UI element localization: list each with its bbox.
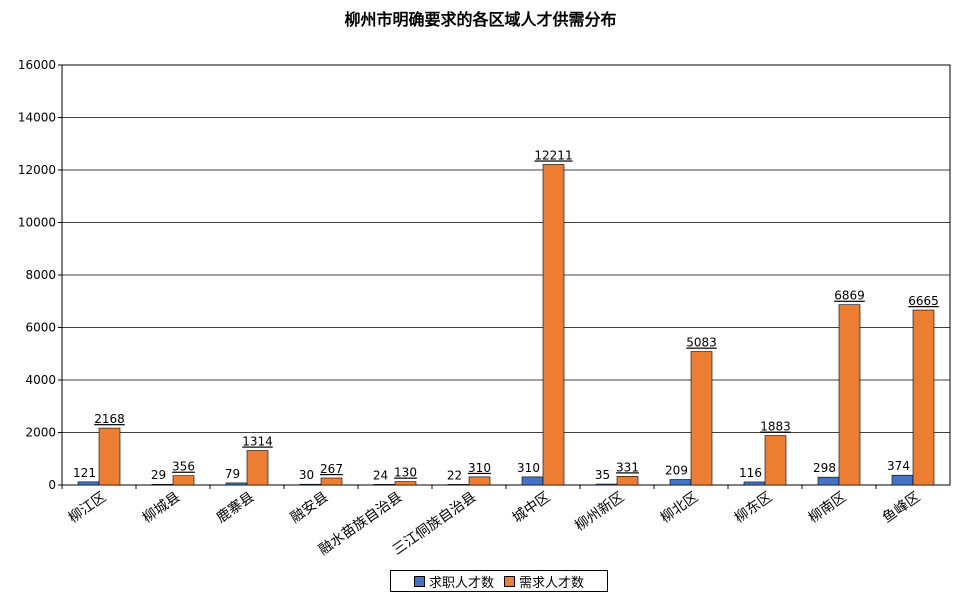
bar-1-7 [616, 476, 639, 486]
data-label-0-5: 22 [447, 468, 462, 482]
bar-0-11 [891, 474, 914, 486]
x-tick-label-10: 柳南区 [805, 488, 849, 526]
bar-0-5 [447, 484, 470, 486]
bar-1-3 [320, 477, 343, 486]
data-label-1-3: 267 [320, 462, 343, 476]
bar-0-7 [595, 483, 618, 486]
legend-item-series-1: 需求人才数 [504, 572, 584, 591]
y-tick-label-5: 10000 [18, 216, 56, 230]
legend: 求职人才数 需求人才数 [390, 570, 608, 592]
data-label-1-10: 6869 [834, 289, 865, 303]
data-label-0-3: 30 [299, 468, 314, 482]
data-label-1-0: 2168 [94, 412, 125, 426]
bar-0-1 [151, 483, 174, 486]
data-label-0-0: 121 [73, 466, 96, 480]
data-label-0-7: 35 [595, 468, 610, 482]
bar-0-3 [299, 483, 322, 486]
y-tick-label-8: 16000 [18, 58, 56, 72]
bar-1-6 [542, 164, 565, 486]
y-tick-label-6: 12000 [18, 163, 56, 177]
y-tick-label-7: 14000 [18, 111, 56, 125]
y-tick-label-0: 0 [48, 478, 56, 492]
bar-0-9 [743, 481, 766, 486]
bar-0-4 [373, 484, 396, 486]
y-tick-label-1: 2000 [25, 426, 56, 440]
data-label-0-8: 209 [665, 464, 688, 478]
bar-0-2 [225, 482, 248, 486]
data-label-1-1: 356 [172, 460, 195, 474]
legend-swatch-series-0 [413, 575, 425, 587]
data-label-0-2: 79 [225, 467, 240, 481]
data-label-0-1: 29 [151, 468, 166, 482]
bar-1-10 [838, 304, 861, 486]
legend-label-series-0: 求职人才数 [428, 575, 494, 591]
y-tick-label-3: 6000 [25, 321, 56, 335]
x-tick-label-2: 鹿寨县 [213, 488, 257, 526]
bar-1-0 [98, 427, 121, 486]
data-label-0-11: 374 [887, 459, 910, 473]
x-tick-label-9: 柳东区 [731, 488, 775, 526]
data-label-0-9: 116 [739, 466, 762, 480]
x-tick-label-8: 柳北区 [657, 488, 701, 526]
legend-item-series-0: 求职人才数 [413, 572, 494, 591]
data-label-1-7: 331 [616, 460, 639, 474]
bar-1-8 [690, 351, 713, 486]
data-label-0-4: 24 [373, 468, 388, 482]
legend-swatch-series-1 [504, 575, 515, 587]
bar-1-5 [468, 476, 491, 486]
data-label-1-11: 6665 [908, 294, 939, 308]
data-label-1-9: 1883 [760, 420, 791, 434]
data-label-1-4: 130 [394, 466, 417, 480]
bar-1-4 [394, 481, 417, 486]
x-tick-label-1: 柳城县 [139, 488, 183, 526]
bar-1-11 [912, 309, 935, 486]
x-tick-label-3: 融安县 [288, 489, 332, 526]
y-tick-label-4: 8000 [25, 268, 56, 282]
data-label-1-2: 1314 [242, 435, 273, 449]
x-tick-label-6: 城中区 [510, 489, 554, 526]
chart-title: 柳州市明确要求的各区域人才供需分布 [344, 10, 617, 29]
data-label-1-5: 310 [468, 461, 491, 475]
y-tick-label-2: 4000 [25, 373, 56, 387]
data-label-0-6: 310 [517, 461, 540, 475]
x-tick-label-7: 柳州新区 [572, 488, 628, 534]
bar-1-2 [246, 450, 269, 486]
bar-1-9 [764, 435, 787, 486]
bar-0-0 [77, 481, 100, 486]
bar-0-10 [817, 476, 840, 486]
bar-1-1 [172, 475, 195, 486]
data-label-1-8: 5083 [686, 336, 717, 350]
data-label-0-10: 298 [813, 461, 836, 475]
legend-label-series-1: 需求人才数 [519, 575, 585, 591]
bar-0-8 [669, 479, 692, 486]
bar-0-6 [521, 476, 544, 486]
data-label-1-6: 12211 [534, 148, 572, 162]
x-tick-label-11: 鱼峰区 [879, 488, 923, 526]
x-tick-label-0: 柳江区 [65, 488, 109, 526]
